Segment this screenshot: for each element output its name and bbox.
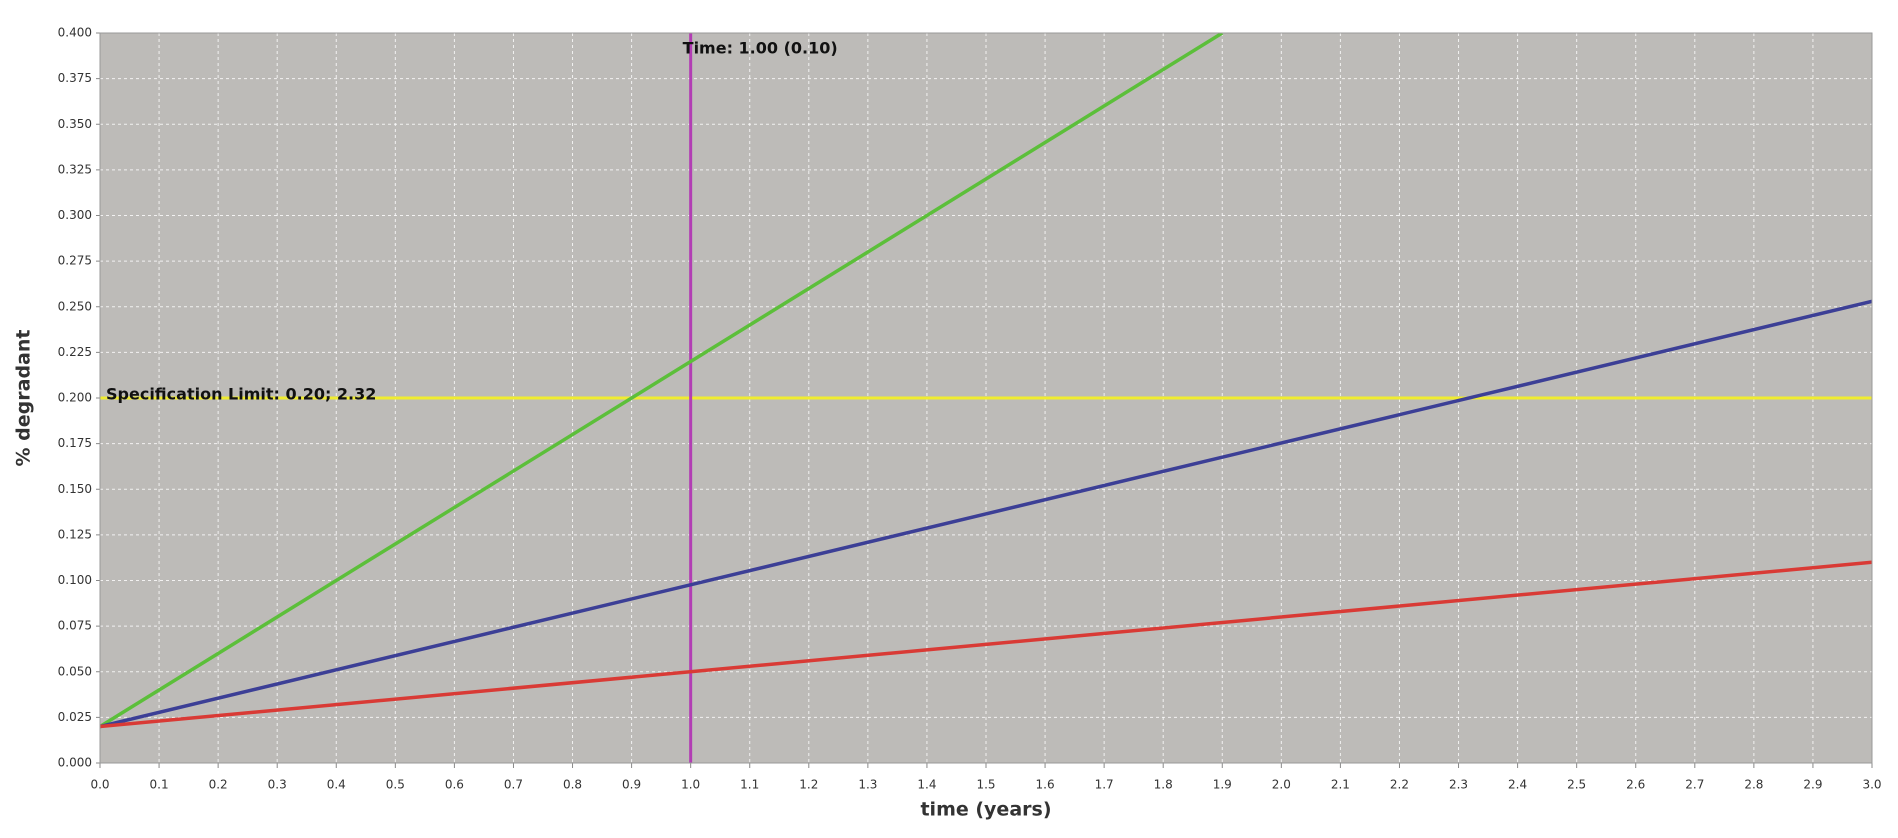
x-tick-label: 0.0	[90, 778, 109, 792]
y-tick-label: 0.325	[58, 162, 92, 176]
y-tick-label: 0.150	[58, 482, 92, 496]
x-tick-label: 2.0	[1272, 778, 1291, 792]
x-tick-label: 1.6	[1036, 778, 1055, 792]
x-tick-label: 1.7	[1095, 778, 1114, 792]
y-tick-label: 0.275	[58, 254, 92, 268]
x-tick-label: 1.4	[917, 778, 936, 792]
x-tick-label: 1.8	[1154, 778, 1173, 792]
y-tick-label: 0.125	[58, 527, 92, 541]
x-tick-label: 2.3	[1449, 778, 1468, 792]
x-tick-label: 0.7	[504, 778, 523, 792]
y-tick-label: 0.075	[58, 619, 92, 633]
x-tick-label: 0.9	[622, 778, 641, 792]
series-line	[100, 560, 1872, 729]
x-tick-label: 3.0	[1862, 778, 1881, 792]
plot-lines	[100, 33, 1872, 763]
x-tick-label: 2.2	[1390, 778, 1409, 792]
y-tick-label: 0.000	[58, 756, 92, 770]
series-line	[100, 299, 1872, 729]
y-tick-label: 0.200	[58, 391, 92, 405]
x-tick-label: 0.1	[150, 778, 169, 792]
x-axis-title: time (years)	[920, 799, 1051, 821]
y-tick-label: 0.250	[58, 299, 92, 313]
spec-limit-label: Specification Limit: 0.20; 2.32	[106, 385, 376, 404]
x-tick-label: 2.9	[1803, 778, 1822, 792]
x-tick-label: 1.2	[799, 778, 818, 792]
x-tick-label: 0.4	[327, 778, 346, 792]
x-tick-label: 0.6	[445, 778, 464, 792]
x-tick-label: 2.1	[1331, 778, 1350, 792]
y-tick-label: 0.300	[58, 208, 92, 222]
x-tick-label: 2.5	[1567, 778, 1586, 792]
y-axis-title: % degradant	[13, 330, 35, 467]
x-tick-label: 0.8	[563, 778, 582, 792]
y-tick-label: 0.225	[58, 345, 92, 359]
y-tick-label: 0.400	[58, 26, 92, 40]
x-tick-label: 1.3	[858, 778, 877, 792]
x-tick-label: 0.3	[268, 778, 287, 792]
x-tick-label: 2.6	[1626, 778, 1645, 792]
y-tick-label: 0.050	[58, 664, 92, 678]
x-tick-label: 2.8	[1744, 778, 1763, 792]
x-tick-label: 2.4	[1508, 778, 1527, 792]
x-tick-label: 0.5	[386, 778, 405, 792]
x-tick-label: 1.1	[740, 778, 759, 792]
x-tick-label: 0.2	[209, 778, 228, 792]
y-tick-label: 0.025	[58, 710, 92, 724]
y-tick-label: 0.175	[58, 436, 92, 450]
y-tick-label: 0.350	[58, 117, 92, 131]
y-tick-label: 0.375	[58, 71, 92, 85]
x-tick-label: 1.0	[681, 778, 700, 792]
x-tick-label: 1.5	[976, 778, 995, 792]
plot-border	[99, 32, 1873, 764]
time-cursor-label: Time: 1.00 (0.10)	[683, 39, 838, 58]
x-tick-label: 2.7	[1685, 778, 1704, 792]
x-tick-label: 1.9	[1213, 778, 1232, 792]
y-tick-label: 0.100	[58, 573, 92, 587]
series-line	[100, 33, 1224, 728]
